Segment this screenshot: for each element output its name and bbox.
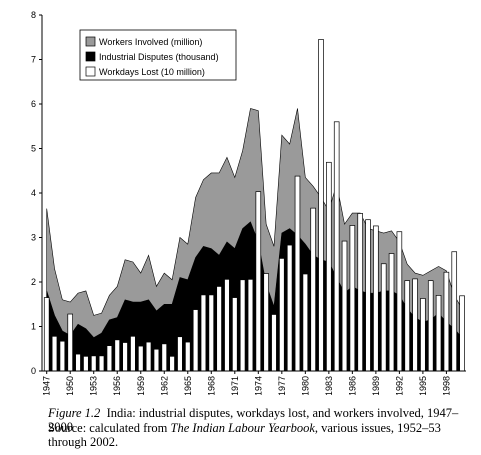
source-prefix: Source: calculated from (48, 421, 168, 435)
bar (459, 295, 465, 372)
bar (153, 348, 160, 372)
bar (130, 335, 136, 372)
bar (427, 280, 434, 372)
caption: Figure 1.2 India: industrial disputes, w… (48, 406, 478, 434)
bar (271, 314, 277, 372)
bar (318, 39, 324, 372)
bar (114, 339, 121, 372)
bar (443, 271, 450, 372)
bar (373, 225, 379, 372)
bar (106, 345, 113, 372)
x-tick-label: 1989 (371, 376, 381, 395)
bar (247, 278, 254, 372)
bar (349, 225, 356, 372)
source: Source: calculated from The Indian Labou… (48, 421, 478, 449)
bar (216, 286, 222, 372)
x-tick-label: 1995 (418, 376, 428, 395)
x-tick-label: 1947 (42, 376, 52, 395)
bar (208, 294, 215, 372)
bar (357, 213, 363, 372)
bar (161, 343, 168, 372)
bar (137, 345, 144, 372)
x-tick-label: 1998 (441, 376, 451, 395)
bar (365, 219, 371, 372)
y-tick-label: 4 (31, 188, 36, 198)
x-tick-label: 1962 (159, 376, 169, 395)
y-tick-label: 1 (31, 322, 36, 332)
bar (341, 240, 348, 372)
bar (326, 161, 332, 372)
bar (67, 313, 73, 372)
bar (122, 342, 128, 372)
x-tick-label: 1986 (347, 376, 357, 395)
bar (412, 278, 418, 372)
bar (279, 258, 285, 372)
x-tick-label: 1971 (230, 376, 240, 395)
source-title: The Indian Labour Yearbook (170, 421, 315, 435)
bar (404, 280, 410, 372)
x-tick-label: 1968 (206, 376, 216, 395)
bar (388, 253, 395, 372)
bar (294, 175, 301, 372)
bar (83, 355, 89, 372)
legend-box (79, 29, 237, 81)
x-tick-label: 1977 (277, 376, 287, 395)
y-tick-label: 5 (31, 144, 36, 154)
y-tick-label: 8 (31, 10, 36, 20)
y-tick-label: 6 (31, 99, 36, 109)
x-tick-label: 1956 (112, 376, 122, 395)
caption-text: India: industrial disputes, workdays los… (48, 406, 459, 434)
x-tick-label: 1953 (89, 376, 99, 395)
bar (184, 341, 191, 372)
bar (232, 297, 238, 372)
bar (255, 191, 262, 372)
bar (51, 335, 58, 372)
legend-label: Industrial Disputes (thousand) (99, 52, 219, 62)
x-tick-label: 1983 (324, 376, 334, 395)
y-tick-label: 0 (31, 366, 36, 376)
bar (192, 309, 199, 372)
legend-swatch (85, 66, 96, 77)
legend-swatch (85, 36, 96, 47)
bar (90, 355, 97, 372)
y-tick-label: 3 (31, 233, 36, 243)
bar (310, 207, 316, 372)
bar (145, 341, 152, 372)
bar (98, 355, 105, 372)
legend-label: Workers Involved (million) (99, 37, 202, 47)
bar (263, 273, 269, 372)
x-tick-label: 1992 (394, 376, 404, 395)
bar (177, 336, 183, 372)
bar (43, 297, 50, 372)
bar (200, 294, 207, 372)
bar (75, 353, 81, 372)
chart: 0 1 2 3 4 5 6 7 8 1947 1950 1953 1956 1959 1962 1965 196… (31, 10, 466, 395)
bar (420, 298, 426, 372)
bar (59, 340, 66, 372)
bar (224, 278, 230, 372)
figure-label: Figure 1.2 (48, 406, 101, 420)
source-suffix: , various issues, 1952–53 through 2002. (48, 421, 441, 449)
legend-swatch (85, 51, 96, 62)
y-tick-label: 2 (31, 277, 36, 287)
bar (239, 279, 246, 372)
bar (451, 251, 458, 372)
x-tick-label: 1959 (136, 376, 146, 395)
bar (333, 121, 340, 372)
bar (286, 244, 293, 372)
x-tick-label: 1950 (65, 376, 75, 395)
bar (435, 295, 442, 372)
bar (169, 355, 175, 372)
x-tick-label: 1980 (300, 376, 310, 395)
x-tick-label: 1965 (183, 376, 193, 395)
legend-label: Workdays Lost (10 million) (99, 67, 205, 77)
y-tick-label: 7 (31, 55, 36, 65)
bar (302, 273, 309, 372)
x-tick-label: 1974 (253, 376, 263, 395)
bar (380, 263, 387, 372)
bar (396, 231, 403, 372)
